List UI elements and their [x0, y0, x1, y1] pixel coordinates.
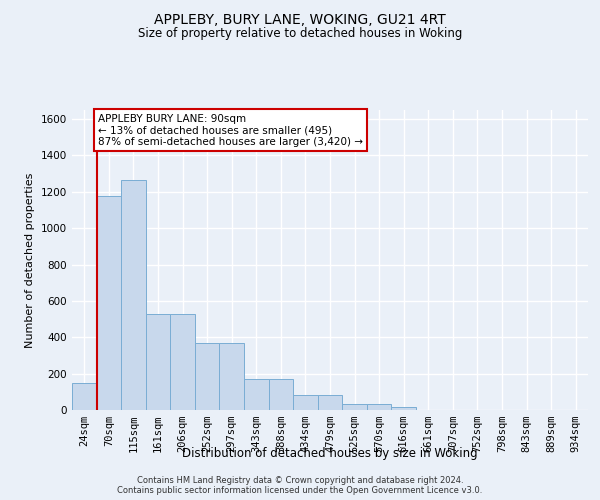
Bar: [269, 379, 293, 410]
Text: APPLEBY BURY LANE: 90sqm
← 13% of detached houses are smaller (495)
87% of semi-: APPLEBY BURY LANE: 90sqm ← 13% of detach…: [98, 114, 363, 147]
Bar: [146, 314, 170, 410]
Bar: [195, 342, 220, 410]
Bar: [72, 382, 97, 410]
Bar: [220, 342, 244, 410]
Bar: [170, 314, 195, 410]
Bar: [367, 404, 391, 410]
Text: Distribution of detached houses by size in Woking: Distribution of detached houses by size …: [182, 448, 478, 460]
Text: Size of property relative to detached houses in Woking: Size of property relative to detached ho…: [138, 28, 462, 40]
Bar: [318, 394, 342, 410]
Text: Contains HM Land Registry data © Crown copyright and database right 2024.
Contai: Contains HM Land Registry data © Crown c…: [118, 476, 482, 495]
Bar: [391, 408, 416, 410]
Bar: [121, 180, 146, 410]
Y-axis label: Number of detached properties: Number of detached properties: [25, 172, 35, 348]
Bar: [342, 404, 367, 410]
Bar: [293, 394, 318, 410]
Bar: [97, 196, 121, 410]
Bar: [244, 379, 269, 410]
Text: APPLEBY, BURY LANE, WOKING, GU21 4RT: APPLEBY, BURY LANE, WOKING, GU21 4RT: [154, 12, 446, 26]
